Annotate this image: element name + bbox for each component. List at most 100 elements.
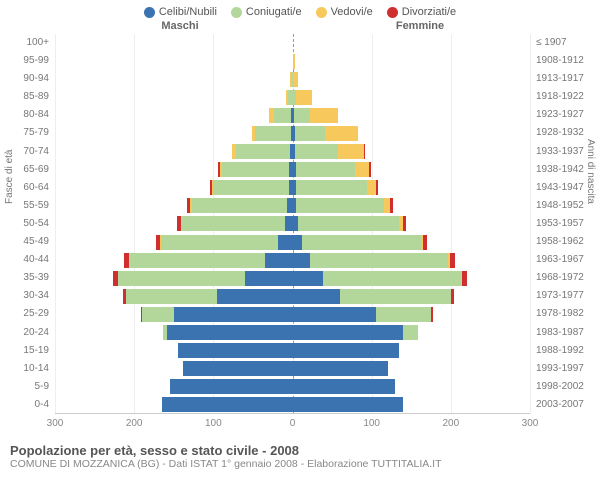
female-half xyxy=(293,378,531,396)
bar xyxy=(210,180,292,195)
male-half xyxy=(55,197,293,215)
male-half xyxy=(55,360,293,378)
male-half xyxy=(55,88,293,106)
male-half xyxy=(55,124,293,142)
bar-segment xyxy=(403,216,406,231)
bar xyxy=(170,379,293,394)
bar-segment xyxy=(293,54,295,69)
age-label: 70-74 xyxy=(1,143,55,161)
bar-segment xyxy=(295,126,325,141)
female-half xyxy=(293,106,531,124)
bar xyxy=(183,361,292,376)
bar-segment xyxy=(162,397,293,412)
female-half xyxy=(293,143,531,161)
bar-segment xyxy=(293,343,400,358)
bar xyxy=(293,144,365,159)
x-tick: 200 xyxy=(126,418,143,429)
bar xyxy=(293,325,418,340)
bar xyxy=(218,162,292,177)
age-row: 55-591948-1952 xyxy=(55,197,530,215)
bar-segment xyxy=(310,253,449,268)
x-tick: 300 xyxy=(47,418,64,429)
bar-segment xyxy=(355,162,369,177)
bar-segment xyxy=(450,253,455,268)
label-female: Femmine xyxy=(300,20,540,32)
male-half xyxy=(55,324,293,342)
bar-segment xyxy=(376,180,378,195)
age-row: 85-891918-1922 xyxy=(55,88,530,106)
bar-segment xyxy=(296,90,312,105)
bar xyxy=(293,307,433,322)
bar-segment xyxy=(323,271,462,286)
age-row: 50-541953-1957 xyxy=(55,215,530,233)
bar xyxy=(293,343,400,358)
legend-item: Vedovi/e xyxy=(316,6,373,18)
female-half xyxy=(293,179,531,197)
birth-label: 1973-1977 xyxy=(530,287,584,305)
birth-label: 1988-1992 xyxy=(530,342,584,360)
age-row: 75-791928-1932 xyxy=(55,124,530,142)
bar xyxy=(162,397,293,412)
x-axis: 3002001000100200300 xyxy=(55,413,530,439)
x-tick: 100 xyxy=(205,418,222,429)
bar xyxy=(293,162,371,177)
legend-item: Celibi/Nubili xyxy=(144,6,217,18)
legend-swatch xyxy=(231,7,242,18)
bar-segment xyxy=(178,343,293,358)
bar-segment xyxy=(431,307,433,322)
birth-label: 1953-1957 xyxy=(530,215,584,233)
bar-segment xyxy=(338,144,363,159)
female-half xyxy=(293,161,531,179)
female-half xyxy=(293,34,531,52)
bar xyxy=(293,361,388,376)
bar xyxy=(293,54,295,69)
bar-segment xyxy=(167,325,292,340)
bar-segment xyxy=(369,162,371,177)
male-half xyxy=(55,378,293,396)
age-row: 90-941913-1917 xyxy=(55,70,530,88)
age-label: 35-39 xyxy=(1,269,55,287)
age-label: 90-94 xyxy=(1,70,55,88)
bar-segment xyxy=(293,307,376,322)
bar-segment xyxy=(183,361,292,376)
bar xyxy=(178,343,293,358)
bar-segment xyxy=(182,216,285,231)
female-half xyxy=(293,287,531,305)
age-label: 50-54 xyxy=(1,215,55,233)
bar xyxy=(177,216,293,231)
bar-segment xyxy=(376,307,431,322)
bar-segment xyxy=(142,307,174,322)
bar xyxy=(293,235,428,250)
gender-labels: Maschi Femmine xyxy=(0,20,600,34)
bar-segment xyxy=(222,162,289,177)
female-half xyxy=(293,269,531,287)
bar xyxy=(163,325,293,340)
age-label: 60-64 xyxy=(1,179,55,197)
female-half xyxy=(293,124,531,142)
label-male: Maschi xyxy=(60,20,300,32)
legend-swatch xyxy=(144,7,155,18)
age-label: 55-59 xyxy=(1,197,55,215)
male-half xyxy=(55,342,293,360)
legend-label: Coniugati/e xyxy=(246,6,302,18)
x-tick: 100 xyxy=(363,418,380,429)
bar-segment xyxy=(302,235,421,250)
legend-item: Coniugati/e xyxy=(231,6,302,18)
bar xyxy=(124,253,293,268)
bar-segment xyxy=(293,379,396,394)
male-half xyxy=(55,161,293,179)
bar-segment xyxy=(451,289,454,304)
legend-item: Divorziati/e xyxy=(387,6,456,18)
age-label: 25-29 xyxy=(1,305,55,323)
age-row: 15-191988-1992 xyxy=(55,342,530,360)
chart-title: Popolazione per età, sesso e stato civil… xyxy=(10,443,590,458)
age-label: 5-9 xyxy=(1,378,55,396)
age-row: 70-741933-1937 xyxy=(55,143,530,161)
bar-segment xyxy=(310,108,338,123)
age-row: 95-991908-1912 xyxy=(55,52,530,70)
male-half xyxy=(55,70,293,88)
male-half xyxy=(55,106,293,124)
legend: Celibi/Nubili Coniugati/e Vedovi/e Divorzia… xyxy=(0,0,600,20)
birth-label: 1908-1912 xyxy=(530,52,584,70)
bar xyxy=(293,289,454,304)
